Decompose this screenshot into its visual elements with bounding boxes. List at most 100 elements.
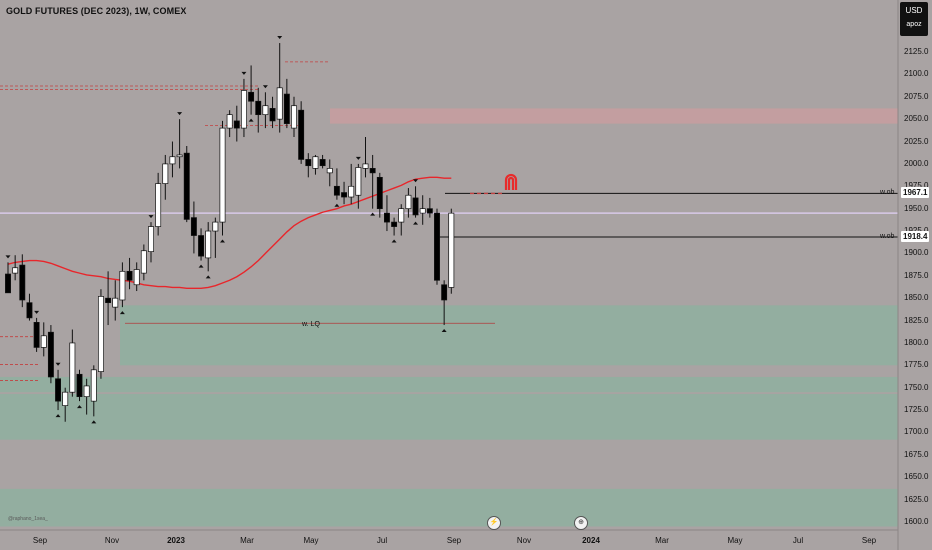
price-tick-label: 2025.0 xyxy=(904,136,929,146)
candle-body xyxy=(169,156,176,165)
supply-zone xyxy=(330,108,898,124)
candle-body xyxy=(441,284,448,301)
candle-body xyxy=(205,230,212,259)
time-tick-label: Sep xyxy=(861,536,877,545)
time-tick-label: Sep xyxy=(446,536,462,545)
price-tick-label: 2075.0 xyxy=(904,91,929,101)
swing-high-marker xyxy=(148,215,154,219)
candle-body xyxy=(262,105,269,116)
candle-body xyxy=(19,264,26,301)
price-tick-label: 1825.0 xyxy=(904,315,929,325)
swing-low-marker xyxy=(391,239,397,243)
swing-high-marker xyxy=(413,179,419,183)
price-tick-label: 1875.0 xyxy=(904,270,929,280)
swing-low-marker xyxy=(205,275,211,279)
swing-high-marker xyxy=(355,156,361,160)
swing-low-marker xyxy=(91,420,97,424)
price-tick-label: 1675.0 xyxy=(904,449,929,459)
candle-body xyxy=(434,212,440,281)
time-tick-label: Mar xyxy=(655,536,669,545)
candle-body xyxy=(148,226,154,252)
time-tick-label: Mar xyxy=(240,536,254,545)
swing-high-marker xyxy=(34,310,40,314)
time-tick-label: Sep xyxy=(32,536,48,545)
wob-lower-label: w.ob xyxy=(880,233,895,240)
demand-zone-3 xyxy=(0,393,898,440)
event-flash-icon[interactable]: ⚡ xyxy=(487,516,501,530)
candle-body xyxy=(126,270,133,281)
price-tick-label: 1625.0 xyxy=(904,494,929,504)
candle-body xyxy=(33,322,40,348)
currency-label: USD xyxy=(905,6,923,15)
candle-body xyxy=(226,114,233,129)
candle-body xyxy=(398,208,405,223)
candle-body xyxy=(212,221,219,232)
candle-body xyxy=(241,90,247,129)
candle-body xyxy=(155,183,162,227)
candle-body xyxy=(105,297,112,304)
candle-body xyxy=(276,87,283,120)
candle-body xyxy=(255,100,262,116)
swing-low-marker xyxy=(370,212,376,216)
demand-zone-1 xyxy=(120,305,898,366)
price-tick-label: 2100.0 xyxy=(904,69,929,79)
candle-body xyxy=(47,331,54,378)
price-tick-label: 1725.0 xyxy=(904,405,929,415)
price-tick-label: 1975.0 xyxy=(904,181,929,191)
candle-body xyxy=(90,369,97,402)
account-label: apoz xyxy=(906,21,922,28)
candle-body xyxy=(283,93,290,124)
watermark: @raphano_1sea_ xyxy=(8,516,48,522)
currency-selector[interactable]: USD apoz xyxy=(900,2,928,36)
price-tick-label: 1750.0 xyxy=(904,382,929,392)
price-tag-lower: 1918.4 xyxy=(901,230,930,242)
price-tick-label: 1700.0 xyxy=(904,427,929,437)
swing-low-marker xyxy=(441,329,447,333)
candle-body xyxy=(312,156,319,169)
time-tick-label: Jul xyxy=(792,536,804,545)
candle-body xyxy=(369,168,376,174)
candle-body xyxy=(162,163,169,184)
swing-high-marker xyxy=(5,255,11,259)
price-tick-label: 2125.0 xyxy=(904,47,929,56)
candle-body xyxy=(97,296,104,372)
swing-high-marker xyxy=(177,112,183,116)
candle-body xyxy=(219,127,226,223)
candle-body xyxy=(5,273,11,294)
candle-body xyxy=(376,176,383,210)
candle-body xyxy=(112,297,119,308)
swing-high-marker xyxy=(277,36,283,40)
candle-body xyxy=(269,108,276,122)
swing-low-marker xyxy=(248,118,254,122)
time-tick-label: Jul xyxy=(376,536,388,545)
candle-body xyxy=(412,197,419,216)
demand-zone-4 xyxy=(0,488,898,527)
candle-body xyxy=(119,270,126,301)
price-tick-label: 1925.0 xyxy=(904,226,928,235)
swing-low-marker xyxy=(198,264,204,268)
moving-average-line xyxy=(7,176,452,290)
candle-body xyxy=(426,208,433,214)
candle-body xyxy=(341,192,348,198)
time-tick-label: 2024 xyxy=(582,536,600,545)
event-earnings-icon[interactable]: ⊕ xyxy=(574,516,588,530)
candle-body xyxy=(419,208,426,214)
price-tag-upper: 1967.1 xyxy=(901,187,930,199)
time-tick-label: May xyxy=(303,536,319,545)
candle-body xyxy=(291,105,297,129)
wob-upper-label: w.ob xyxy=(880,189,895,196)
candle-body xyxy=(69,342,76,393)
price-tick-label: 2000.0 xyxy=(904,158,929,168)
candle-body xyxy=(305,159,312,167)
swing-low-marker xyxy=(220,239,225,243)
candle-body xyxy=(62,391,69,406)
price-tick-label: 1850.0 xyxy=(904,293,929,303)
demand-zone-2 xyxy=(0,376,898,393)
price-tick-label: 2050.0 xyxy=(904,114,929,124)
price-tick-label: 1900.0 xyxy=(904,248,929,258)
candle-body xyxy=(448,212,455,288)
price-tick-label: 1800.0 xyxy=(904,337,929,347)
swing-high-marker xyxy=(262,85,268,89)
candle-body xyxy=(319,159,326,167)
